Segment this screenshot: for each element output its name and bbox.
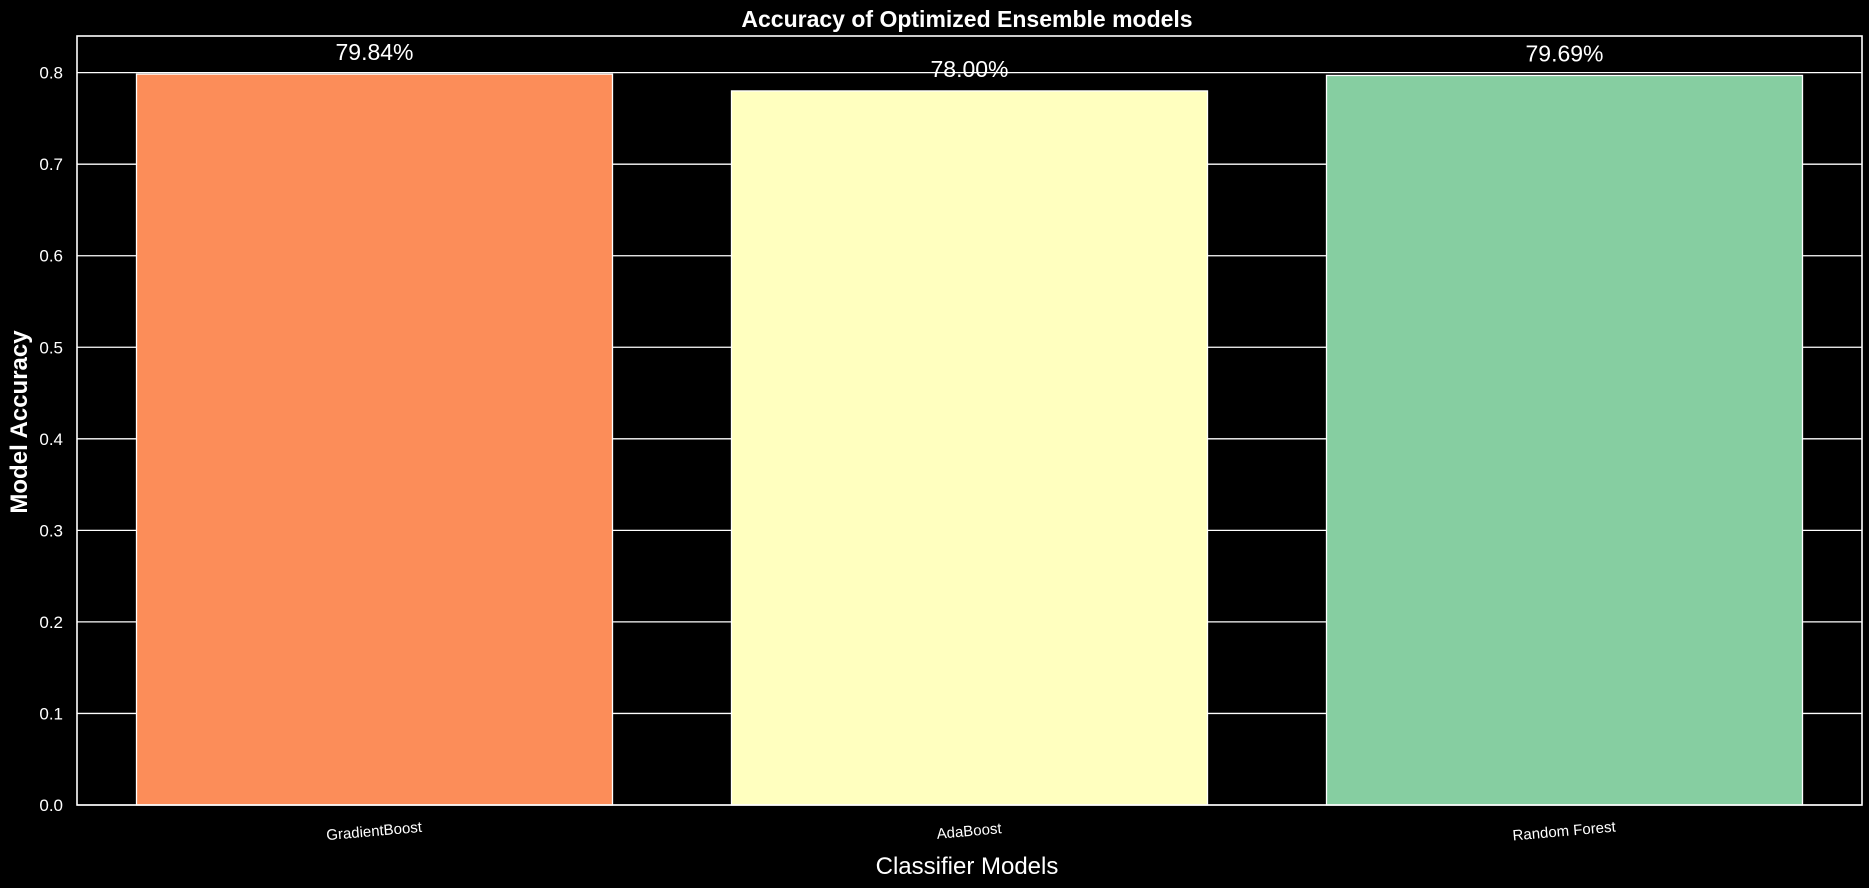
bar-value-label: 78.00% — [930, 56, 1008, 82]
y-axis-label: Model Accuracy — [6, 330, 33, 514]
y-axis-ticks: 0.0 0.1 0.2 0.3 0.4 0.5 0.6 0.7 0.8 — [39, 64, 63, 815]
y-tick-label: 0.7 — [39, 155, 63, 174]
y-tick-label: 0.0 — [39, 796, 63, 815]
x-axis-label: Classifier Models — [876, 853, 1059, 880]
bar — [730, 90, 1209, 806]
y-tick-label: 0.8 — [39, 64, 63, 83]
y-tick-label: 0.6 — [39, 247, 63, 266]
bars — [135, 73, 1804, 806]
bar-value-labels: 79.84% 78.00% 79.69% — [335, 39, 1603, 82]
y-tick-label: 0.3 — [39, 521, 63, 540]
y-tick-label: 0.4 — [39, 430, 63, 449]
y-tick-label: 0.2 — [39, 613, 63, 632]
bar — [1325, 74, 1804, 806]
bar-value-label: 79.84% — [335, 39, 413, 65]
x-tick-label: AdaBoost — [936, 820, 1003, 843]
bar — [135, 73, 614, 806]
y-tick-label: 0.5 — [39, 338, 63, 357]
plot-frame — [76, 35, 1863, 806]
bar-value-label: 79.69% — [1525, 40, 1603, 66]
y-tick-label: 0.1 — [39, 704, 63, 723]
chart-title: Accuracy of Optimized Ensemble models — [741, 6, 1192, 32]
